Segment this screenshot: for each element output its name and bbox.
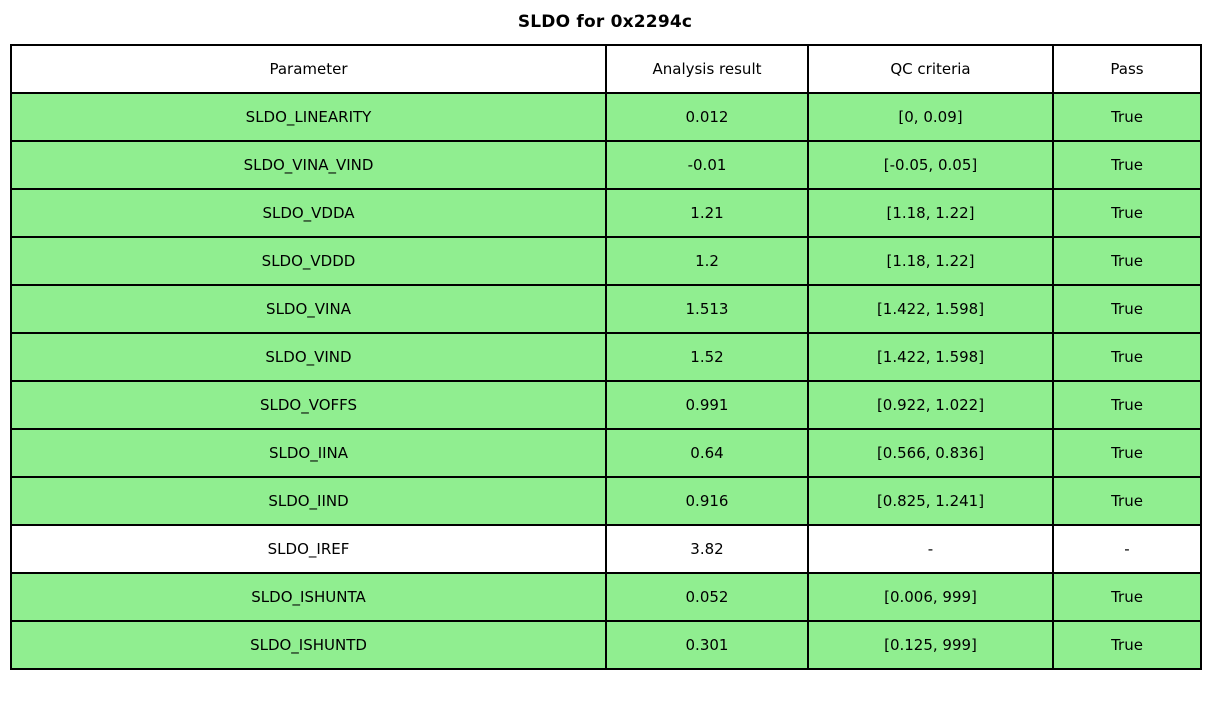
cell-qc-criteria: [1.422, 1.598] xyxy=(807,284,1054,334)
cell-parameter: SLDO_VIND xyxy=(10,332,607,382)
cell-analysis-result: 1.21 xyxy=(605,188,809,238)
table-row: SLDO_VDDD 1.2 [1.18, 1.22] True xyxy=(10,236,1202,286)
chart-title: SLDO for 0x2294c xyxy=(517,12,693,32)
cell-qc-criteria: [0.566, 0.836] xyxy=(807,428,1054,478)
cell-qc-criteria: [1.18, 1.22] xyxy=(807,188,1054,238)
cell-parameter: SLDO_IIND xyxy=(10,476,607,526)
cell-pass: True xyxy=(1052,620,1202,670)
cell-pass: True xyxy=(1052,140,1202,190)
table-row: SLDO_VINA_VIND -0.01 [-0.05, 0.05] True xyxy=(10,140,1202,190)
table-row: SLDO_VINA 1.513 [1.422, 1.598] True xyxy=(10,284,1202,334)
cell-pass: True xyxy=(1052,428,1202,478)
cell-qc-criteria: [0.825, 1.241] xyxy=(807,476,1054,526)
header-row: Parameter Analysis result QC criteria Pa… xyxy=(10,44,1202,94)
table-row: SLDO_VOFFS 0.991 [0.922, 1.022] True xyxy=(10,380,1202,430)
cell-parameter: SLDO_IINA xyxy=(10,428,607,478)
table-row: SLDO_VDDA 1.21 [1.18, 1.22] True xyxy=(10,188,1202,238)
cell-qc-criteria: [-0.05, 0.05] xyxy=(807,140,1054,190)
cell-parameter: SLDO_VOFFS xyxy=(10,380,607,430)
cell-pass: True xyxy=(1052,92,1202,142)
table-body: SLDO_LINEARITY 0.012 [0, 0.09] True SLDO_VIN… xyxy=(10,92,1202,670)
cell-analysis-result: 0.012 xyxy=(605,92,809,142)
cell-pass: True xyxy=(1052,236,1202,286)
column-header-parameter: Parameter xyxy=(10,44,607,94)
cell-pass: True xyxy=(1052,476,1202,526)
table-row: SLDO_ISHUNTA 0.052 [0.006, 999] True xyxy=(10,572,1202,622)
cell-analysis-result: 1.2 xyxy=(605,236,809,286)
cell-parameter: SLDO_VINA_VIND xyxy=(10,140,607,190)
table-row: SLDO_IIND 0.916 [0.825, 1.241] True xyxy=(10,476,1202,526)
cell-qc-criteria: [1.18, 1.22] xyxy=(807,236,1054,286)
cell-pass: True xyxy=(1052,284,1202,334)
table-row: SLDO_IREF 3.82- - xyxy=(10,524,1202,574)
cell-pass: True xyxy=(1052,332,1202,382)
cell-parameter: SLDO_VDDA xyxy=(10,188,607,238)
cell-pass: True xyxy=(1052,572,1202,622)
cell-pass: True xyxy=(1052,380,1202,430)
cell-analysis-result: -0.01 xyxy=(605,140,809,190)
cell-qc-criteria: [1.422, 1.598] xyxy=(807,332,1054,382)
cell-parameter: SLDO_ISHUNTA xyxy=(10,572,607,622)
cell-parameter: SLDO_ISHUNTD xyxy=(10,620,607,670)
cell-analysis-result: 0.301 xyxy=(605,620,809,670)
cell-qc-criteria: [0, 0.09] xyxy=(807,92,1054,142)
cell-qc-criteria: [0.006, 999] xyxy=(807,572,1054,622)
column-header-pass: Pass xyxy=(1052,44,1202,94)
cell-qc-criteria: [0.125, 999] xyxy=(807,620,1054,670)
table-row: SLDO_IINA 0.64 [0.566, 0.836] True xyxy=(10,428,1202,478)
cell-analysis-result: 0.052 xyxy=(605,572,809,622)
column-header-qc-criteria: QC criteria xyxy=(807,44,1054,94)
cell-analysis-result: 1.513 xyxy=(605,284,809,334)
table-row: SLDO_ISHUNTD 0.301 [0.125, 999] True xyxy=(10,620,1202,670)
cell-analysis-result: 0.991 xyxy=(605,380,809,430)
cell-analysis-result: 1.52 xyxy=(605,332,809,382)
cell-parameter: SLDO_VINA xyxy=(10,284,607,334)
cell-parameter: SLDO_IREF xyxy=(10,524,607,574)
cell-analysis-result: 3.82 xyxy=(605,524,809,574)
qc-results-table: Parameter Analysis result QC criteria Pa… xyxy=(10,44,1202,670)
cell-pass: - xyxy=(1052,524,1202,574)
table-row: SLDO_LINEARITY 0.012 [0, 0.09] True xyxy=(10,92,1202,142)
cell-qc-criteria: [0.922, 1.022] xyxy=(807,380,1054,430)
column-header-analysis-result: Analysis result xyxy=(605,44,809,94)
cell-analysis-result: 0.64 xyxy=(605,428,809,478)
cell-analysis-result: 0.916 xyxy=(605,476,809,526)
cell-parameter: SLDO_LINEARITY xyxy=(10,92,607,142)
table-row: SLDO_VIND 1.52 [1.422, 1.598] True xyxy=(10,332,1202,382)
cell-parameter: SLDO_VDDD xyxy=(10,236,607,286)
cell-pass: True xyxy=(1052,188,1202,238)
cell-qc-criteria: - xyxy=(807,524,1054,574)
table-header: Parameter Analysis result QC criteria Pa… xyxy=(10,44,1202,94)
